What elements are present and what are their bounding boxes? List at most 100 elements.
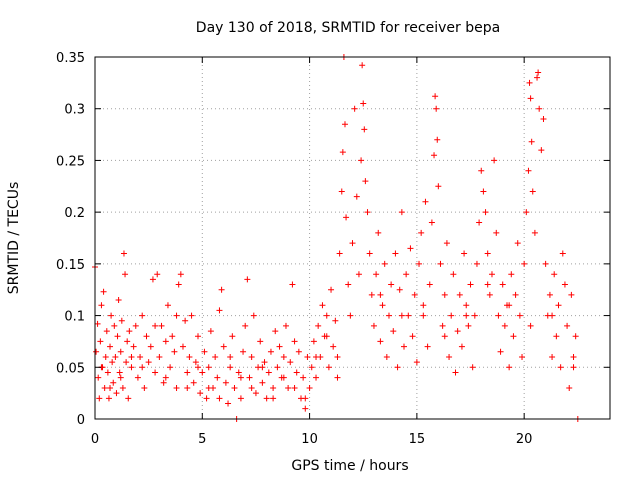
data-point [169,333,176,340]
data-point [488,271,495,278]
data-point [411,291,418,298]
data-point [325,364,332,371]
data-point [111,322,118,329]
data-point [259,379,266,386]
data-point [291,338,298,345]
data-point [323,333,330,340]
data-point [559,250,566,257]
data-point [257,338,264,345]
data-point [332,317,339,324]
data-point [308,364,315,371]
data-point [531,229,538,236]
data-point [293,369,300,376]
data-point [108,312,115,319]
data-point [149,276,156,283]
data-point [469,364,476,371]
data-point [377,338,384,345]
data-point [319,302,326,309]
data-point [132,322,139,329]
data-point [128,364,135,371]
data-point [291,384,298,391]
data-point [476,219,483,226]
data-point [534,74,541,81]
data-point [566,384,573,391]
data-point [491,157,498,164]
y-tick-label: 0.35 [56,51,85,66]
x-tick-label: 20 [516,432,533,447]
data-point [514,240,521,247]
x-axis-label: GPS time / hours [291,458,408,474]
data-point [184,369,191,376]
data-point [368,291,375,298]
data-point [98,302,105,309]
data-point [540,116,547,123]
data-point [526,79,533,86]
data-points [92,54,581,422]
data-point [330,343,337,350]
data-point [570,364,577,371]
data-point [205,364,212,371]
data-point [527,322,534,329]
data-point [456,291,463,298]
y-tick-label: 0.25 [56,154,85,169]
data-point [370,322,377,329]
data-point [461,250,468,257]
x-tick-label: 10 [301,432,318,447]
data-point [216,307,223,314]
data-point [381,260,388,267]
data-point [315,322,322,329]
data-point [126,328,133,335]
data-point [463,302,470,309]
data-point [358,157,365,164]
data-point [252,390,259,397]
data-point [167,364,174,371]
data-point [341,121,348,128]
data-point [495,312,502,319]
data-point [570,353,577,360]
data-point [373,271,380,278]
data-point [465,322,472,329]
data-point [237,395,244,402]
data-point [182,317,189,324]
data-point [276,343,283,350]
data-point [114,333,121,340]
data-point [542,260,549,267]
data-point [282,322,289,329]
data-point [116,369,123,376]
data-point [401,343,407,350]
data-point [392,250,399,257]
data-point [564,322,571,329]
data-point [463,312,470,319]
data-point [212,353,219,360]
data-point [535,69,542,76]
y-tick-label: 0 [77,413,85,428]
data-point [265,369,272,376]
data-point [154,271,161,278]
y-tick-label: 0.2 [64,206,85,221]
data-point [139,364,146,371]
data-point [158,322,165,329]
data-point [480,188,487,195]
data-point [310,338,317,345]
data-point [448,312,455,319]
data-point [246,374,253,381]
data-point [454,328,461,335]
data-point [173,312,180,319]
data-point [561,281,568,288]
data-point [510,333,517,340]
data-point [289,281,296,288]
data-point [441,291,448,298]
data-point [379,302,386,309]
data-point [94,320,101,327]
data-point [551,271,558,278]
data-point [267,348,274,355]
data-point [160,379,167,386]
data-point [227,364,234,371]
data-point [416,260,423,267]
data-point [261,359,268,366]
data-point [437,260,444,267]
data-point [484,250,491,257]
data-point [128,353,135,360]
data-point [486,291,493,298]
data-point [473,260,480,267]
